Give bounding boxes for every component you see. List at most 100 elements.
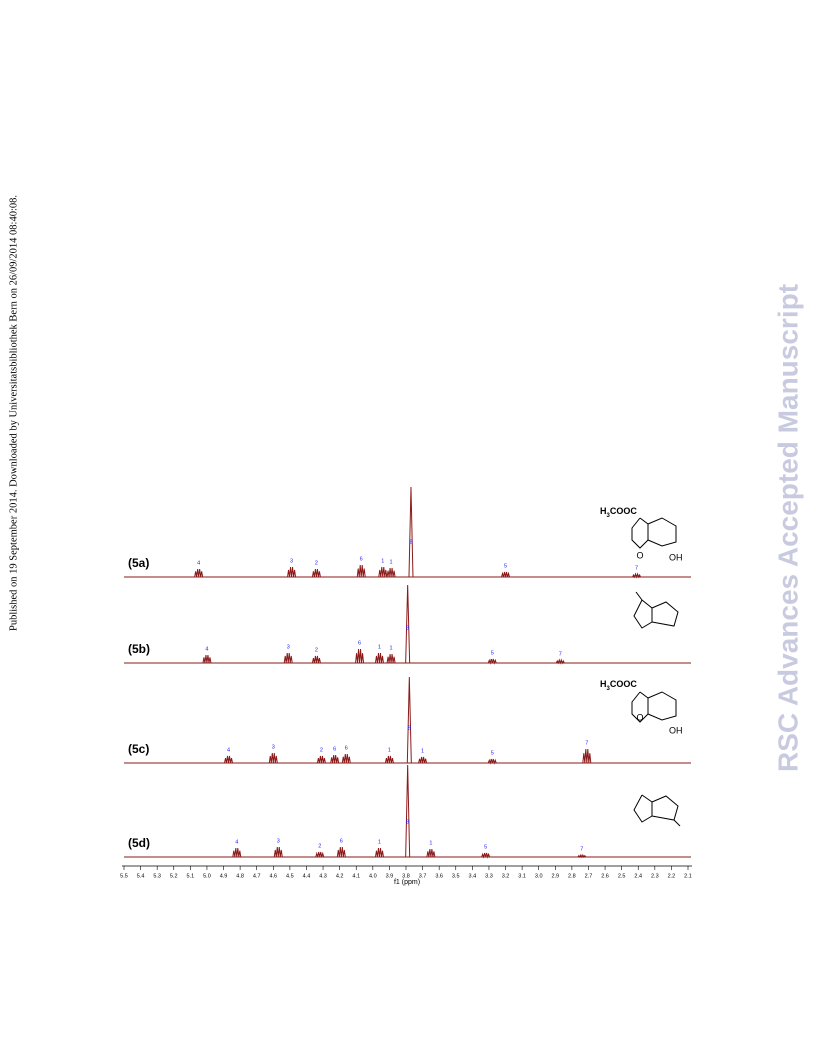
x-tick-label: 3.3	[485, 873, 493, 879]
watermark: RSC Advances Accepted Manuscript	[772, 284, 803, 772]
peak-label: 4	[235, 839, 238, 845]
peak-label: 6	[340, 838, 343, 844]
spectrum-label: (5b)	[128, 642, 150, 656]
x-tick-label: 3.0	[535, 873, 543, 879]
peak	[378, 566, 388, 578]
peak	[315, 851, 325, 858]
peak-label: 1	[378, 839, 381, 845]
peak-label: 3	[277, 838, 280, 844]
peak	[316, 755, 326, 764]
x-tick-label: 4.6	[269, 873, 277, 879]
peak-label: 6	[360, 556, 363, 562]
x-tick-label: 5.2	[170, 873, 178, 879]
peak-label: 5	[491, 650, 494, 656]
peak	[555, 658, 565, 665]
formula: H3COOC	[600, 679, 637, 691]
peak	[287, 566, 297, 578]
peak	[384, 755, 394, 764]
oxygen: O	[636, 550, 643, 560]
peak	[418, 756, 428, 764]
x-tick-label: 4.2	[336, 873, 344, 879]
x-tick-label: 3.8	[402, 873, 410, 879]
structure-5c: H3COOC O OH	[600, 679, 683, 735]
x-tick-label: 4.9	[220, 873, 228, 879]
x-tick-label: 5.5	[120, 873, 128, 879]
peak	[405, 584, 411, 664]
spectrum-label: (5a)	[128, 556, 149, 570]
peak	[386, 653, 396, 664]
peak	[501, 571, 511, 578]
ring	[633, 794, 653, 823]
peak	[386, 567, 396, 578]
peak-label: 6	[358, 640, 361, 646]
peak	[577, 853, 587, 859]
x-tick-label: 3.1	[518, 873, 526, 879]
peak	[582, 748, 592, 764]
peak-label: 8	[408, 725, 411, 731]
peak	[356, 564, 366, 578]
peak-label: 1	[390, 559, 393, 565]
hydroxyl: OH	[669, 725, 683, 735]
peak	[268, 752, 278, 764]
peak	[487, 758, 497, 765]
ring	[633, 599, 653, 629]
x-tick-label: 3.7	[419, 873, 427, 879]
peak	[374, 652, 384, 664]
peak-label: 2	[315, 647, 318, 653]
peak	[232, 847, 242, 858]
structure-5b	[633, 591, 679, 629]
structure-5a: H3COOC O OH	[600, 506, 683, 562]
peak-label: 1	[421, 748, 424, 754]
x-tick-label: 5.3	[153, 873, 161, 879]
x-tick-label: 4.0	[369, 873, 377, 879]
peak-label: 7	[559, 651, 562, 657]
peak-label: 7	[585, 740, 588, 746]
peak	[273, 846, 283, 858]
peak-label: 5	[484, 844, 487, 850]
peak-label: 3	[272, 744, 275, 750]
peak	[311, 568, 321, 578]
x-tick-label: 5.4	[137, 873, 145, 879]
peak-label: 4	[197, 560, 200, 566]
peak-label: 3	[290, 558, 293, 564]
peak	[283, 652, 293, 664]
nmr-spectra: 5.5 5.4 5.3 5.2 5.1 5.0 4.9 4.8 4.7 4.6 4.5 4.4 4.3 4…	[120, 486, 692, 886]
x-tick-label: 2.1	[684, 873, 692, 879]
x-tick-label: 2.6	[601, 873, 609, 879]
hydroxyl: OH	[669, 552, 683, 562]
x-tick-label: 3.5	[452, 873, 460, 879]
peak-label: 8	[409, 539, 412, 545]
ring	[647, 691, 677, 721]
x-tick-label: 5.0	[203, 873, 211, 879]
peak-label: 8	[406, 819, 409, 825]
peak	[224, 755, 233, 764]
x-tick-label: 4.5	[286, 873, 294, 879]
peak-label: 1	[378, 644, 381, 650]
peak	[481, 852, 491, 859]
peak-label: 6	[345, 745, 348, 751]
peak	[408, 486, 414, 578]
oxygen: O	[636, 712, 643, 722]
peak	[406, 676, 412, 764]
x-tick-label: 3.4	[469, 873, 477, 879]
bond	[635, 591, 643, 601]
x-tick-label: 2.5	[618, 873, 626, 879]
x-tick-label: 2.9	[551, 873, 559, 879]
peak-label: 1	[390, 645, 393, 651]
ring	[631, 517, 649, 549]
peak-label: 4	[205, 646, 208, 652]
peak-label: 8	[406, 625, 409, 631]
x-tick-label: 2.7	[585, 873, 593, 879]
peak	[194, 568, 204, 578]
peak-label: 6	[333, 746, 336, 752]
x-tick-label: 2.2	[668, 873, 676, 879]
ring	[647, 517, 677, 547]
peak-label: 2	[315, 560, 318, 566]
x-tick-label: 2.8	[568, 873, 576, 879]
x-tick-label: 3.2	[502, 873, 510, 879]
peak	[330, 754, 340, 764]
x-axis-title: f1 (ppm)	[394, 879, 420, 886]
side-text: Published on 19 September 2014. Download…	[8, 195, 19, 631]
peak-label: 5	[504, 563, 507, 569]
